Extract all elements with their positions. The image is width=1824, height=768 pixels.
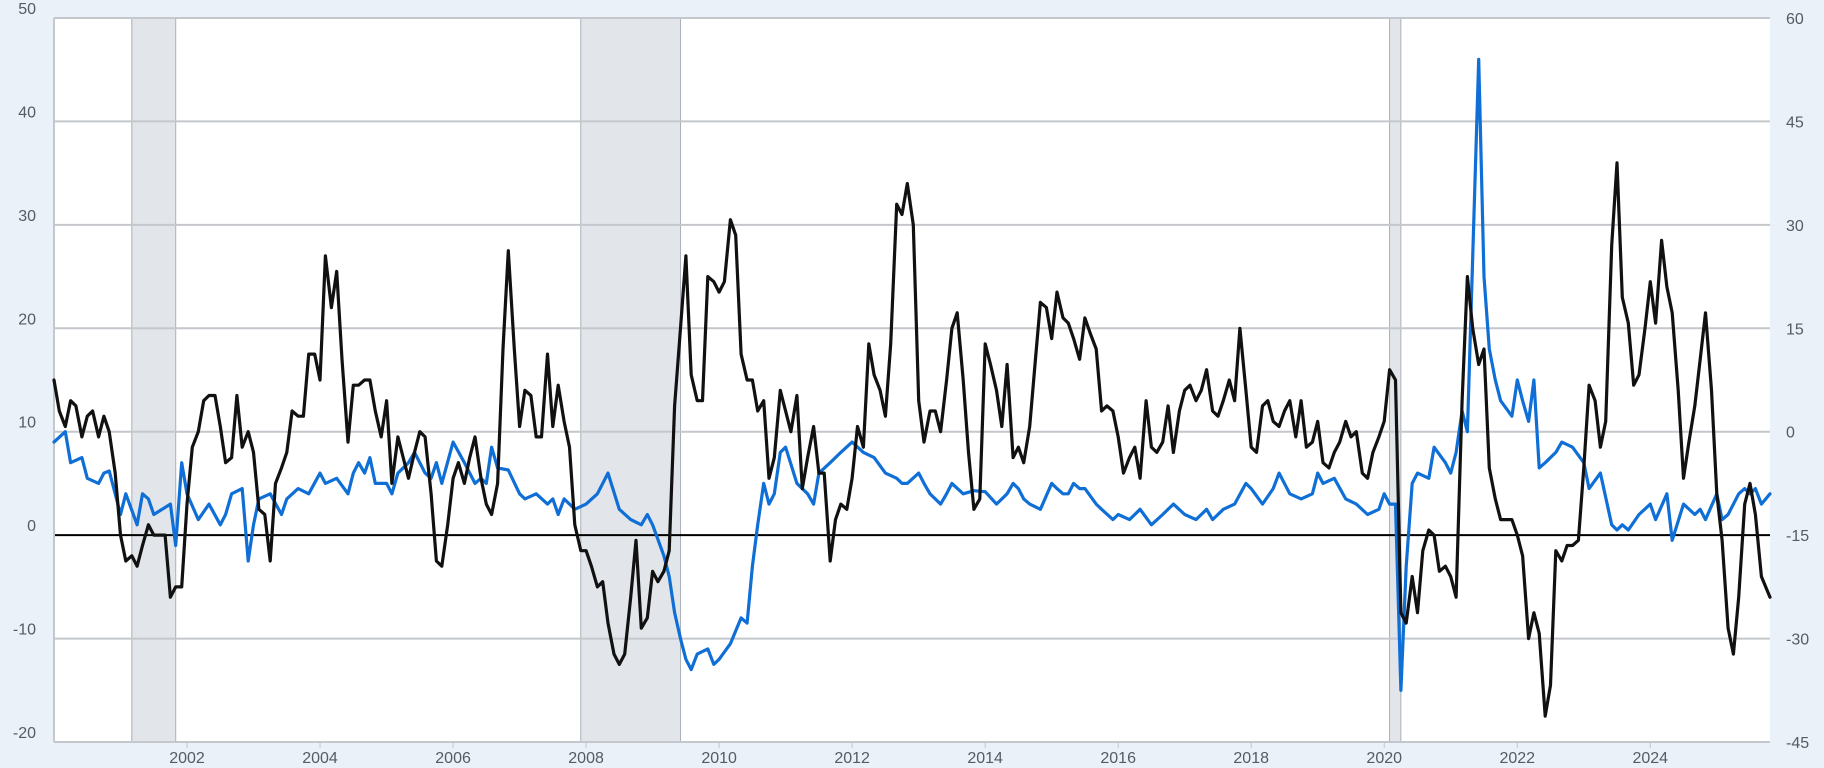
left-tick-label: 20 — [18, 311, 36, 328]
x-tick-label: 2008 — [568, 750, 604, 767]
right-tick-label: -45 — [1786, 735, 1809, 752]
x-tick-label: 2004 — [302, 750, 338, 767]
x-tick-label: 2006 — [435, 750, 471, 767]
shaded-period-0 — [131, 17, 177, 743]
plot-area — [54, 18, 1770, 742]
series-line-1 — [52, 161, 1772, 718]
x-tick-label: 2014 — [967, 750, 1003, 767]
right-tick-label: 0 — [1786, 425, 1795, 442]
left-tick-label: -10 — [13, 622, 36, 639]
right-tick-label: 15 — [1786, 321, 1804, 338]
x-tick-label: 2022 — [1499, 750, 1535, 767]
x-tick-label: 2016 — [1100, 750, 1136, 767]
x-tick-label: 2018 — [1233, 750, 1269, 767]
x-axis-ticks: 2002 2004 2006 2008 2010 2012 2014 2016 2018 2020… — [169, 742, 1668, 767]
left-axis-ticks: 50 40 30 20 10 0 -10 -20 — [13, 1, 36, 742]
right-axis-ticks: 60 45 30 15 0 -15 -30 -45 — [1786, 11, 1809, 752]
left-tick-label: 50 — [18, 1, 36, 18]
left-tick-label: 40 — [18, 104, 36, 121]
x-tick-label: 2012 — [834, 750, 870, 767]
series-line-0 — [52, 57, 1772, 692]
right-tick-label: -30 — [1786, 632, 1809, 649]
left-tick-label: 0 — [27, 518, 36, 535]
x-tick-label: 2010 — [701, 750, 737, 767]
left-tick-label: 10 — [18, 415, 36, 432]
right-tick-label: 60 — [1786, 11, 1804, 28]
right-tick-label: 30 — [1786, 218, 1804, 235]
shaded-period-1 — [580, 17, 682, 743]
x-tick-label: 2002 — [169, 750, 205, 767]
right-tick-label: -15 — [1786, 528, 1809, 545]
right-tick-label: 45 — [1786, 114, 1804, 131]
series-lines — [52, 57, 1772, 718]
x-tick-label: 2024 — [1632, 750, 1668, 767]
x-tick-label: 2020 — [1366, 750, 1402, 767]
left-tick-label: -20 — [13, 725, 36, 742]
left-tick-label: 30 — [18, 208, 36, 225]
